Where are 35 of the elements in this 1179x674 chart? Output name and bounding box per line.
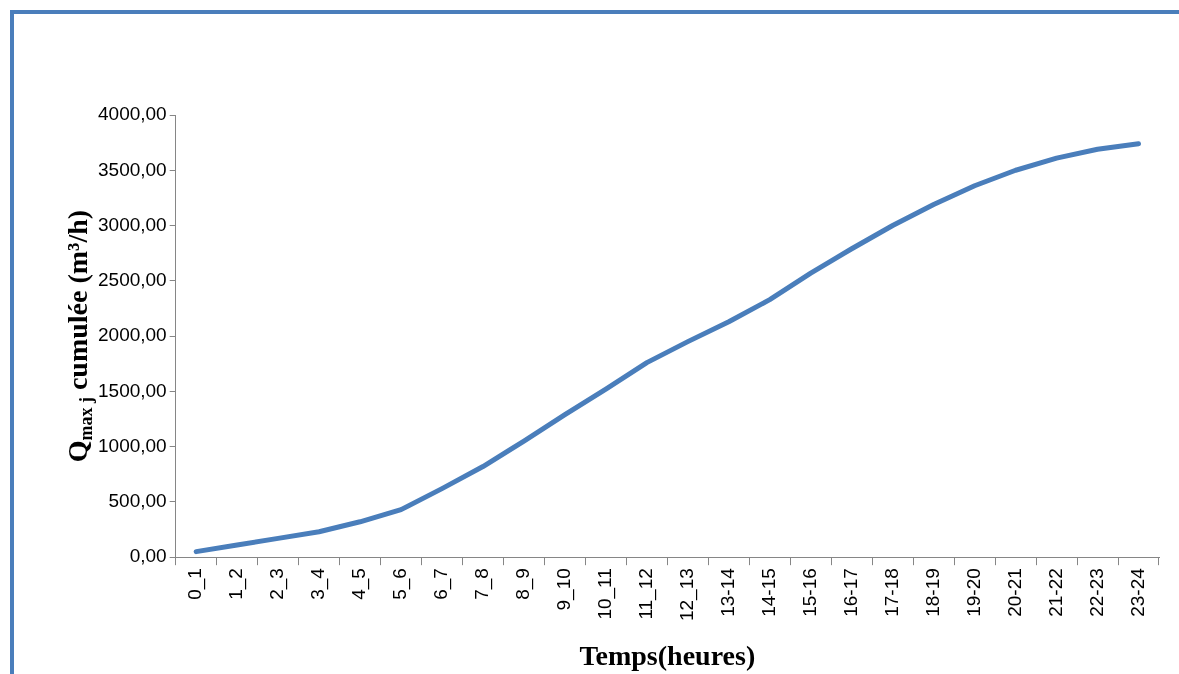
y-tick-label: 3500,00: [97, 158, 167, 180]
x-tick-label: 9_10: [553, 568, 576, 611]
x-tick-label: 21-22: [1044, 568, 1066, 617]
x-tick-label: 22-23: [1085, 568, 1107, 617]
x-tick-label: 17-18: [880, 568, 902, 617]
x-tick-label: 16-17: [839, 568, 861, 617]
x-tick-label: 19-20: [962, 568, 984, 617]
x-tick-label: 12_13: [676, 568, 699, 622]
x-tick-label: 18-19: [921, 568, 943, 617]
x-tick-label: 23-24: [1126, 567, 1148, 617]
y-tick-label: 500,00: [108, 490, 167, 512]
y-tick-label: 2000,00: [97, 324, 167, 346]
x-tick-label: 5_6: [389, 568, 412, 600]
x-tick-label: 20-21: [1003, 568, 1025, 617]
x-tick-label: 13-14: [717, 567, 739, 617]
x-axis-title: Temps(heures): [579, 640, 756, 672]
y-tick-label: 1000,00: [97, 434, 167, 456]
x-tick-label: 11_12: [635, 568, 658, 620]
x-tick-label: 15-16: [798, 568, 820, 617]
x-tick-label: 0_1: [184, 568, 207, 600]
x-tick-label: 14-15: [758, 568, 779, 617]
y-tick-label: 2500,00: [97, 269, 167, 291]
y-tick-label: 1500,00: [97, 379, 167, 401]
x-tick-label: 4_5: [348, 568, 371, 600]
y-tick-label: 4000,00: [97, 103, 167, 125]
x-tick-label: 7_8: [471, 568, 494, 600]
x-tick-label: 1_2: [225, 568, 248, 600]
x-tick-label: 10_11: [594, 568, 617, 620]
y-tick-label: 3000,00: [97, 213, 167, 235]
x-tick-label: 2_3: [266, 568, 289, 600]
x-tick-label: 3_4: [307, 567, 330, 600]
x-tick-label: 6_7: [430, 568, 453, 600]
x-tick-label: 8_9: [512, 568, 535, 600]
y-axis-title: Qmax j cumulée (m³/h): [62, 209, 96, 463]
y-tick-label: 0,00: [129, 545, 167, 567]
